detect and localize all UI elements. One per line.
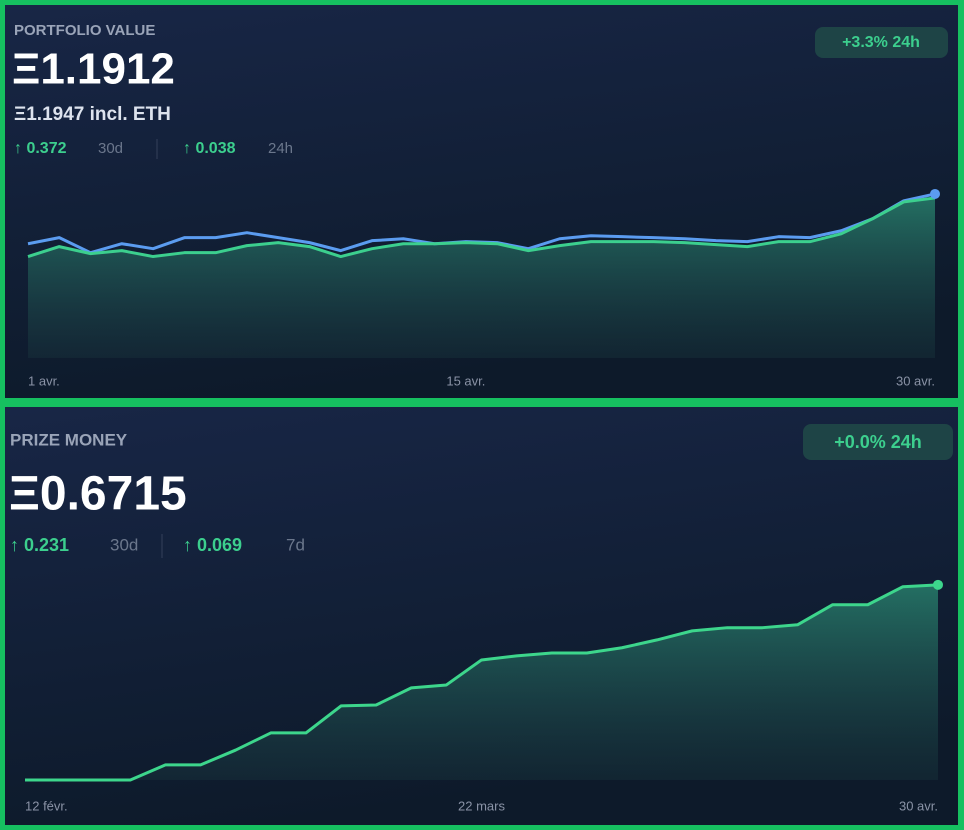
panel-title: PRIZE MONEY xyxy=(10,430,128,449)
stat-period: 24h xyxy=(268,140,293,157)
stat-value: ↑ 0.038 xyxy=(183,140,236,157)
end-dot xyxy=(933,579,943,590)
x-tick-label: 1 avr. xyxy=(28,373,60,388)
headline-value: Ξ0.6715 xyxy=(9,468,187,521)
x-tick-label: 30 avr. xyxy=(899,798,938,813)
subtitle: Ξ1.1947 incl. ETH xyxy=(14,104,171,125)
stat-value: ↑ 0.372 xyxy=(14,140,67,157)
badge xyxy=(803,424,953,460)
x-tick-label: 30 avr. xyxy=(896,373,935,388)
panel-title: PORTFOLIO VALUE xyxy=(14,22,155,39)
badge xyxy=(815,27,948,58)
stat-period: 30d xyxy=(98,140,123,157)
line xyxy=(25,583,939,782)
end-dot xyxy=(930,188,940,199)
headline-value: Ξ1.1912 xyxy=(12,45,175,94)
x-tick-label: 12 févr. xyxy=(25,798,68,813)
badge-text: +0.0% 24h xyxy=(834,432,922,452)
area xyxy=(28,197,935,358)
area xyxy=(25,584,938,780)
badge-text: +3.3% 24h xyxy=(842,34,920,51)
stat-value: ↑ 0.069 xyxy=(183,535,242,555)
stat-value: ↑ 0.231 xyxy=(10,535,69,555)
x-tick-label: 22 mars xyxy=(458,798,505,813)
stat-period: 7d xyxy=(286,535,305,554)
stat-period: 30d xyxy=(110,535,138,554)
x-tick-label: 15 avr. xyxy=(446,373,485,388)
line xyxy=(27,196,936,259)
